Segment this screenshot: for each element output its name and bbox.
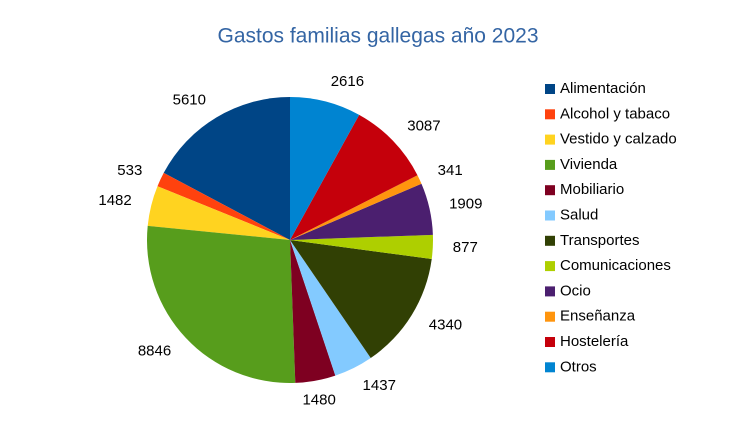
pie-slice bbox=[147, 225, 296, 384]
data-label: 1909 bbox=[449, 195, 482, 212]
legend-label: Alimentación bbox=[560, 80, 646, 97]
legend-label: Otros bbox=[560, 358, 597, 375]
legend-swatch bbox=[545, 337, 555, 347]
pie-slice bbox=[290, 114, 418, 240]
data-label: 4340 bbox=[429, 316, 462, 333]
legend-label: Ocio bbox=[560, 282, 591, 299]
legend-label: Hostelería bbox=[560, 333, 629, 350]
pie-slice bbox=[290, 240, 371, 376]
legend-swatch bbox=[545, 235, 555, 246]
legend-swatch bbox=[545, 159, 555, 170]
legend-label: Alcohol y tabaco bbox=[560, 105, 670, 122]
legend-swatch bbox=[545, 286, 555, 297]
data-label: 5610 bbox=[173, 91, 206, 108]
legend-swatch bbox=[545, 362, 555, 373]
data-label: 1482 bbox=[98, 192, 131, 209]
pie-slice bbox=[290, 183, 433, 240]
pie-slice bbox=[290, 97, 360, 240]
legend-label: Enseñanza bbox=[560, 308, 636, 325]
data-label: 3087 bbox=[407, 118, 440, 135]
legend-swatch bbox=[545, 210, 555, 221]
pie-slice bbox=[290, 175, 422, 240]
legend-swatch bbox=[545, 134, 555, 145]
data-label: 1437 bbox=[363, 377, 396, 394]
legend-swatch bbox=[545, 261, 555, 272]
legend-label: Salud bbox=[560, 206, 598, 223]
legend-label: Mobiliario bbox=[560, 181, 624, 198]
pie-slice bbox=[147, 186, 290, 240]
pie-slice bbox=[157, 172, 290, 240]
pie-slice bbox=[290, 234, 433, 259]
pie-slice bbox=[163, 97, 290, 240]
data-label: 1480 bbox=[302, 391, 335, 408]
legend-label: Transportes bbox=[560, 232, 639, 249]
legend-label: Vestido y calzado bbox=[560, 131, 677, 148]
data-label: 2616 bbox=[331, 73, 364, 90]
chart-title: Gastos familias gallegas año 2023 bbox=[217, 25, 538, 48]
pie-slice bbox=[290, 240, 336, 383]
legend-swatch bbox=[545, 185, 555, 196]
data-label: 533 bbox=[117, 162, 142, 179]
legend-swatch bbox=[545, 84, 555, 94]
legend-swatch bbox=[545, 109, 555, 120]
data-label: 877 bbox=[453, 239, 478, 256]
legend-swatch bbox=[545, 311, 555, 322]
data-label: 341 bbox=[438, 162, 463, 179]
pie-slice bbox=[290, 240, 432, 359]
legend-label: Vivienda bbox=[560, 156, 618, 173]
legend-label: Comunicaciones bbox=[560, 257, 671, 274]
data-label: 8846 bbox=[138, 343, 171, 360]
